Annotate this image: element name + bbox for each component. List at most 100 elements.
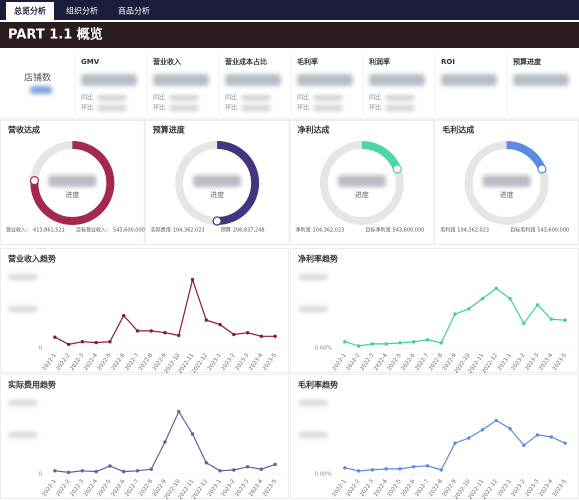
blurred-value: [241, 105, 271, 111]
kpi-title: 毛利率: [297, 57, 318, 66]
data-point: [535, 433, 540, 437]
gauge-title: 营收达成: [8, 125, 40, 135]
blurred-value: [48, 175, 97, 187]
data-point: [522, 443, 526, 447]
gauge-right-label: 目标营业收入：: [76, 227, 111, 234]
data-point: [494, 418, 498, 423]
data-point: [384, 342, 388, 346]
data-point: [80, 340, 85, 344]
chart-title: 实际费用趋势: [8, 380, 56, 390]
blurred-value: [313, 105, 343, 111]
data-point: [245, 331, 250, 335]
blurred-value: [337, 175, 386, 187]
kpi-yoy: 同比: [369, 94, 381, 102]
gauge-left-label: 净利润: [296, 227, 311, 234]
data-point: [163, 331, 167, 335]
blurred-value: [385, 105, 415, 111]
data-point: [494, 286, 498, 291]
gauge-right-value: 206,837,248: [233, 228, 265, 234]
gauge-knob: [212, 216, 222, 226]
data-point: [522, 321, 526, 326]
data-point: [549, 317, 554, 321]
kpi-mom: 环比: [153, 104, 165, 112]
y-tick-label: 0.00%: [315, 346, 332, 352]
store-label: 店铺数: [24, 72, 51, 84]
kpi-title: 营业成本占比: [225, 57, 267, 66]
data-point: [66, 470, 71, 475]
gauge-title: 净利达成: [298, 125, 330, 135]
series-line: [54, 277, 276, 346]
blurred-value: [169, 105, 199, 111]
kpi-title: ROI: [441, 58, 455, 66]
data-point: [232, 468, 236, 472]
gauge-knob: [29, 176, 40, 186]
gauge-knob: [537, 164, 547, 174]
tab[interactable]: 商品分析: [118, 6, 150, 16]
data-point: [53, 469, 57, 473]
data-point: [439, 468, 443, 472]
x-tick-label: 2023-5: [262, 478, 278, 498]
data-point: [218, 322, 222, 327]
gauge-panel: [0, 120, 145, 245]
data-point: [356, 344, 361, 348]
tab[interactable]: 组织分析: [66, 6, 98, 16]
blurred-value: [30, 86, 52, 94]
blurred-value: [441, 74, 497, 86]
data-point: [453, 441, 457, 445]
data-point: [163, 440, 167, 444]
gauge-title: 预算进度: [153, 125, 186, 135]
blurred-value: [97, 105, 127, 111]
kpi-title: 营业收入: [153, 57, 181, 66]
data-point: [549, 435, 554, 439]
data-point: [439, 341, 443, 345]
gauge-right-value: 543,600,000: [537, 228, 569, 234]
blurred-value: [482, 175, 531, 187]
data-point: [412, 340, 416, 344]
data-point: [204, 318, 208, 322]
gauge-left-value: 104,362,023: [457, 228, 489, 234]
blurred-value: [81, 74, 137, 86]
chart-panel: [0, 374, 289, 499]
data-point: [94, 469, 98, 474]
tab-bar: [0, 0, 579, 20]
header-title: PART 1.1 概览: [8, 27, 103, 43]
data-point: [356, 469, 361, 473]
gauge-center-label: 进度: [500, 190, 514, 199]
gauge-panel: [289, 120, 435, 245]
kpi-yoy: 同比: [225, 94, 237, 102]
blurred-value: [513, 74, 569, 86]
data-point: [453, 312, 457, 316]
data-point: [122, 469, 126, 474]
data-point: [190, 432, 195, 436]
data-point: [370, 468, 375, 472]
blurred-value: [298, 400, 328, 406]
blurred-value: [8, 306, 38, 312]
blurred-value: [298, 306, 328, 312]
chart-panel: [0, 248, 289, 373]
blurred-value: [313, 95, 343, 101]
data-point: [53, 335, 57, 339]
data-point: [149, 329, 153, 333]
data-point: [370, 342, 375, 346]
data-point: [122, 313, 126, 318]
kpi-title: 利润率: [369, 57, 390, 66]
data-point: [259, 334, 264, 338]
data-point: [232, 332, 236, 337]
data-point: [177, 333, 181, 338]
data-point: [259, 467, 264, 471]
tab[interactable]: 总览分析: [14, 6, 46, 16]
x-tick-label: 2023-5: [552, 478, 568, 498]
data-point: [245, 465, 250, 469]
data-point: [273, 462, 277, 467]
gauge-left-label: 毛利润: [440, 227, 455, 234]
data-point: [563, 441, 567, 445]
blurred-value: [225, 74, 281, 86]
data-point: [108, 340, 112, 344]
data-point: [412, 465, 416, 469]
chart-title: 净利率趋势: [298, 254, 338, 264]
blurred-value: [169, 95, 199, 101]
gauge-right-value: 543,600,000: [113, 228, 145, 234]
data-point: [480, 428, 485, 432]
chart-title: 毛利率趋势: [298, 380, 338, 390]
kpi-yoy: 同比: [81, 94, 93, 102]
